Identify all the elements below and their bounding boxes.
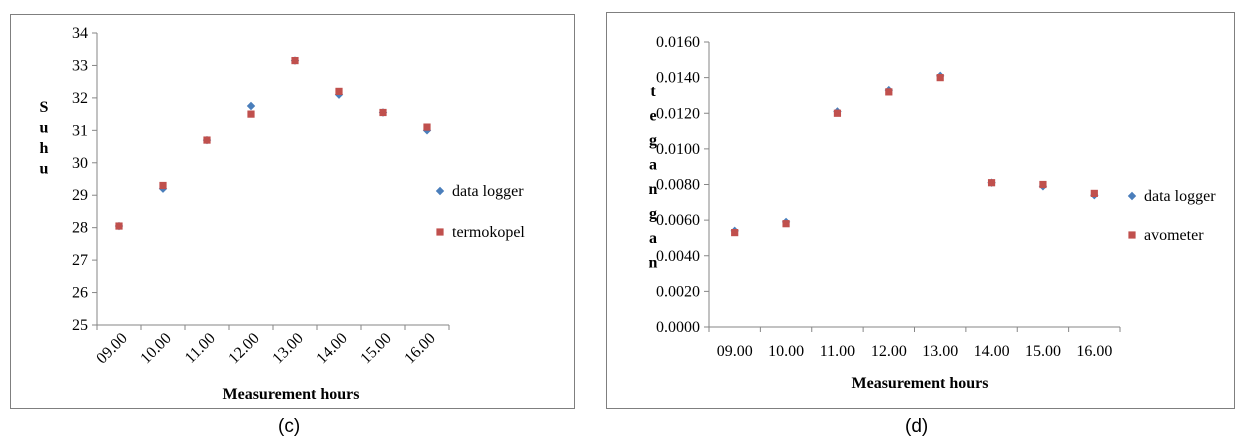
x-tick-label-d: 12.00 [871, 343, 907, 360]
x-tick-label-d: 09.00 [717, 343, 753, 360]
y-tick-label-c: 33 [72, 57, 88, 74]
x-tick-label-c: 14.00 [313, 330, 350, 367]
legend-marker-d-series1 [1127, 191, 1137, 201]
y-tick-label-d: 0.0140 [656, 70, 700, 87]
legend-label-c-series1: data logger [452, 183, 524, 200]
legend-marker-c-series1 [435, 186, 445, 196]
legend-label-c-series2: termokopel [452, 224, 525, 241]
y-tick-label-d: 0.0080 [656, 177, 700, 194]
y-tick-label-d: 0.0160 [656, 34, 700, 51]
legend-marker-c-series2 [436, 228, 444, 236]
y-axis-title-letter-d: g [649, 132, 657, 149]
caption-c: (c) [278, 416, 301, 437]
data-point-c-series2 [379, 108, 387, 117]
y-axis-title-letter-d: a [649, 157, 657, 174]
y-axis-title-letter-d: a [649, 230, 657, 247]
y-axis-title-letter-d: g [649, 206, 657, 223]
y-axis-title-letter-d: e [649, 108, 656, 125]
chart-panel-d [606, 12, 1235, 409]
data-point-d-series2 [1039, 180, 1047, 189]
data-point-d-series2 [936, 74, 944, 82]
y-axis-title-letter-c: h [40, 140, 49, 157]
y-tick-label-c: 32 [72, 90, 88, 107]
legend-label-d-series1: data logger [1144, 188, 1216, 205]
legend-label-d-series2: avometer [1144, 227, 1204, 244]
y-axis-title-letter-c: u [40, 120, 49, 137]
data-point-c-series2 [203, 136, 211, 144]
y-tick-label-d: 0.0000 [656, 319, 700, 336]
x-tick-label-d: 11.00 [820, 343, 855, 360]
y-axis-title-letter-c: S [40, 99, 49, 116]
y-tick-label-d: 0.0040 [656, 248, 700, 265]
caption-d: (d) [905, 416, 929, 437]
y-tick-label-c: 31 [72, 122, 88, 139]
data-point-d-series2 [731, 228, 739, 237]
x-tick-label-d: 16.00 [1076, 343, 1112, 360]
x-tick-label-d: 13.00 [922, 343, 958, 360]
x-tick-label-d: 15.00 [1025, 343, 1061, 360]
data-point-d-series2 [782, 220, 790, 228]
x-tick-label-c: 12.00 [225, 330, 262, 367]
data-point-c-series2 [115, 222, 123, 230]
x-tick-label-c: 15.00 [357, 330, 394, 367]
data-point-c-series1 [246, 101, 256, 111]
data-point-c-series2 [335, 87, 343, 95]
y-tick-label-c: 28 [72, 220, 88, 237]
y-axis-title-letter-d: n [649, 255, 658, 272]
x-tick-label-c: 09.00 [93, 330, 130, 367]
data-point-d-series2 [1090, 189, 1098, 198]
y-tick-label-c: 29 [72, 187, 88, 204]
data-point-d-series2 [885, 88, 893, 96]
x-tick-label-d: 14.00 [974, 343, 1010, 360]
y-axis-title-letter-d: t [650, 83, 656, 100]
y-axis-title-letter-d: n [649, 181, 658, 198]
y-axis-title-letter-c: u [40, 161, 49, 178]
x-tick-label-d: 10.00 [768, 343, 804, 360]
y-tick-label-d: 0.0020 [656, 283, 700, 300]
data-point-d-series2 [833, 109, 842, 117]
chart-panel-c [10, 14, 575, 409]
y-tick-label-c: 30 [72, 155, 88, 172]
y-tick-label-d: 0.0100 [656, 141, 700, 158]
y-tick-label-d: 0.0060 [656, 212, 700, 229]
y-tick-label-c: 26 [72, 285, 88, 302]
x-tick-label-c: 11.00 [182, 330, 219, 367]
x-tick-label-c: 10.00 [137, 330, 174, 367]
data-point-c-series2 [159, 181, 167, 190]
legend-marker-d-series2 [1128, 231, 1136, 239]
x-axis-title-d: Measurement hours [851, 375, 988, 392]
data-point-c-series2 [247, 110, 255, 118]
y-tick-label-c: 27 [72, 252, 88, 269]
y-tick-label-d: 0.0120 [656, 105, 700, 122]
x-axis-title-c: Measurement hours [222, 386, 359, 403]
y-tick-label-c: 25 [72, 317, 88, 334]
data-point-d-series2 [987, 179, 996, 187]
x-tick-label-c: 13.00 [269, 330, 306, 367]
data-point-c-series2 [423, 123, 431, 131]
x-tick-label-c: 16.00 [401, 330, 438, 367]
data-point-c-series2 [291, 56, 299, 65]
y-tick-label-c: 34 [72, 25, 88, 42]
